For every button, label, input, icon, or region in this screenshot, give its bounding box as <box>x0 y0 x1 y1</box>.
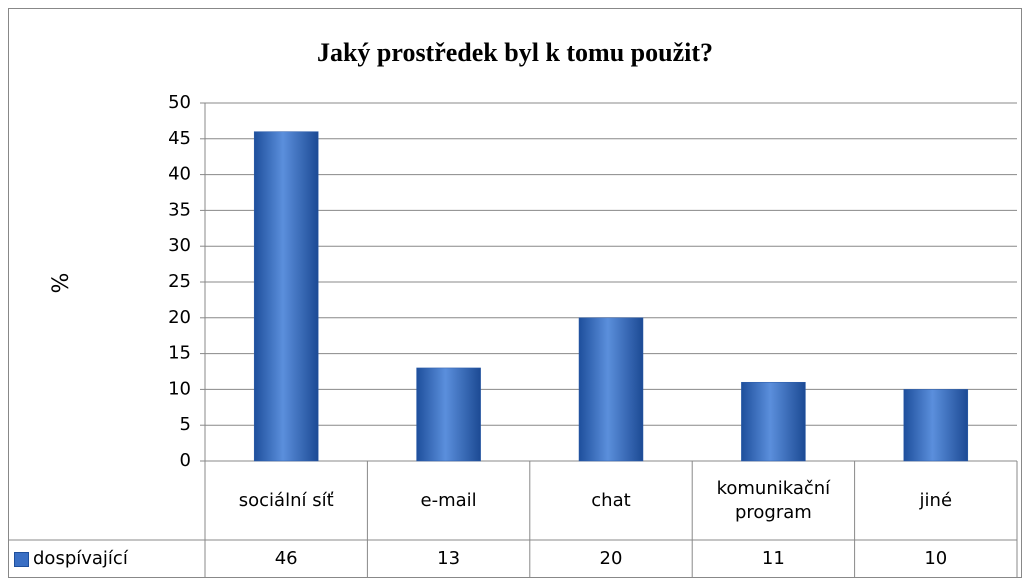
bar <box>578 317 644 462</box>
y-tick-label: 5 <box>180 414 191 435</box>
table-value: 46 <box>274 548 298 569</box>
y-tick-label: 15 <box>168 343 191 364</box>
category-label: komunikační program <box>716 477 831 523</box>
table-value: 13 <box>437 548 461 569</box>
y-tick-label: 50 <box>168 92 191 113</box>
y-tick-label: 30 <box>168 235 191 256</box>
y-tick-label: 35 <box>168 199 191 220</box>
y-tick-label: 10 <box>168 378 191 399</box>
table-value: 20 <box>599 548 623 569</box>
legend-cell: dospívající <box>10 540 203 578</box>
bar <box>903 389 969 462</box>
y-tick-label: 40 <box>168 164 191 185</box>
y-axis-label: % <box>49 273 74 294</box>
y-tick-label: 0 <box>180 450 191 471</box>
category-label: sociální síť <box>238 489 334 511</box>
table-value: 10 <box>924 548 948 569</box>
legend-label: dospívající <box>33 548 128 569</box>
chart-title: Jaký prostředek byl k tomu použit? <box>317 38 713 67</box>
bar <box>741 381 806 462</box>
category-label: e-mail <box>420 489 477 511</box>
bar <box>253 131 319 462</box>
category-label: jiné <box>919 489 953 511</box>
y-tick-label: 20 <box>168 307 191 328</box>
table-value: 11 <box>761 548 785 569</box>
y-tick-label: 45 <box>168 128 191 149</box>
category-label: chat <box>591 489 631 511</box>
bar <box>416 367 481 462</box>
legend-swatch <box>14 551 29 567</box>
y-tick-label: 25 <box>168 271 191 292</box>
